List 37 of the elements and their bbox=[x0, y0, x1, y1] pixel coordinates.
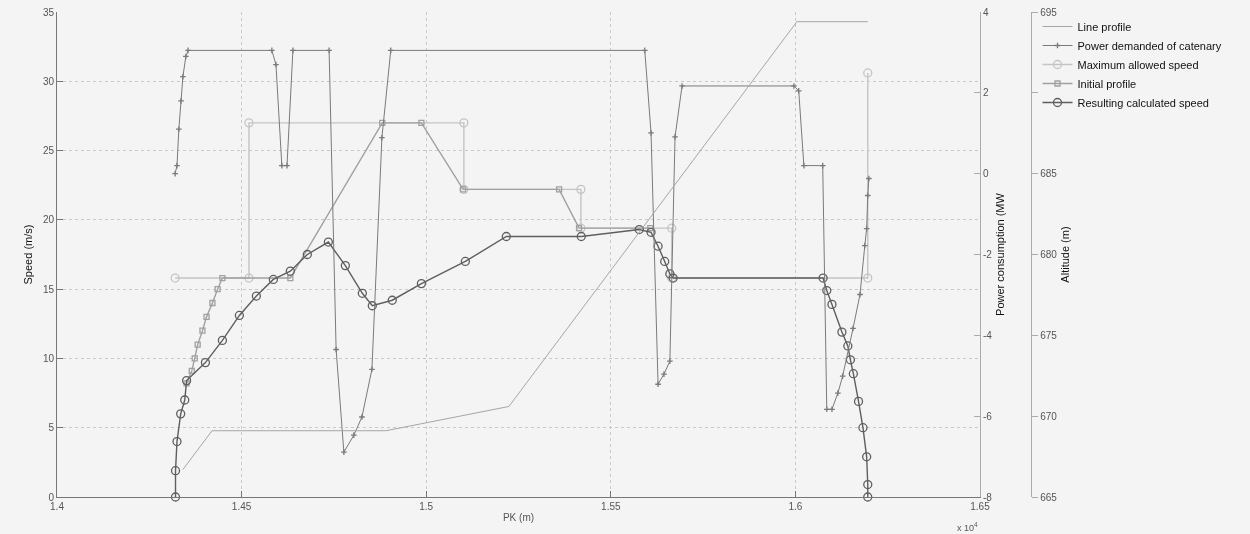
x-tick-label: 1.5 bbox=[419, 501, 434, 512]
y3-tick-label: 680 bbox=[1040, 249, 1058, 260]
text: x 10$^{4}$ bbox=[957, 521, 979, 533]
y2-tick-label: 4 bbox=[983, 6, 989, 18]
y3-tick-label: 665 bbox=[1040, 491, 1058, 503]
y-tick-label: 25 bbox=[42, 145, 55, 157]
y2-axis-title: Power consumption (MW bbox=[993, 192, 1006, 316]
legend-label: Power demanded of catenary bbox=[1077, 39, 1222, 52]
y-tick-label: 35 bbox=[42, 6, 55, 18]
x-tick-label: 1.65 bbox=[970, 501, 991, 512]
legend-label: Initial profile bbox=[1077, 77, 1137, 90]
y2-tick-label: -2 bbox=[983, 249, 993, 260]
y-tick-label: 10 bbox=[42, 352, 55, 364]
y-axis-title: Speed (m/s) bbox=[21, 224, 34, 285]
y-tick-label: 5 bbox=[48, 422, 55, 434]
x-axis-title: PK (m) bbox=[502, 511, 535, 523]
y3-tick-label: 670 bbox=[1040, 410, 1058, 422]
y2-tick-label: 0 bbox=[983, 168, 989, 180]
y-tick-label: 20 bbox=[42, 214, 55, 226]
y-tick-label: 30 bbox=[42, 75, 55, 87]
y-tick-label: 15 bbox=[42, 283, 55, 295]
x-tick-label: 1.45 bbox=[231, 501, 252, 512]
y3-tick-label: 695 bbox=[1040, 6, 1058, 18]
y2-tick-label: -8 bbox=[983, 491, 993, 503]
legend-label: Resulting calculated speed bbox=[1077, 96, 1209, 109]
y2-tick-label: 2 bbox=[983, 87, 989, 99]
x-tick-label: 1.6 bbox=[788, 501, 803, 512]
y3-tick-label: 685 bbox=[1040, 168, 1058, 180]
y3-axis-title: Altitude (m) bbox=[1058, 226, 1071, 283]
y3-tick-label: 675 bbox=[1040, 329, 1058, 341]
legend-label: Line profile bbox=[1077, 20, 1132, 33]
legend-label: Maximum allowed speed bbox=[1077, 58, 1199, 71]
y2-tick-label: -4 bbox=[983, 329, 993, 341]
y-tick-label: 0 bbox=[48, 491, 55, 503]
x-tick-label: 1.4 bbox=[50, 501, 65, 512]
x-tick-label: 1.55 bbox=[601, 501, 621, 512]
y2-tick-label: -6 bbox=[983, 410, 993, 422]
